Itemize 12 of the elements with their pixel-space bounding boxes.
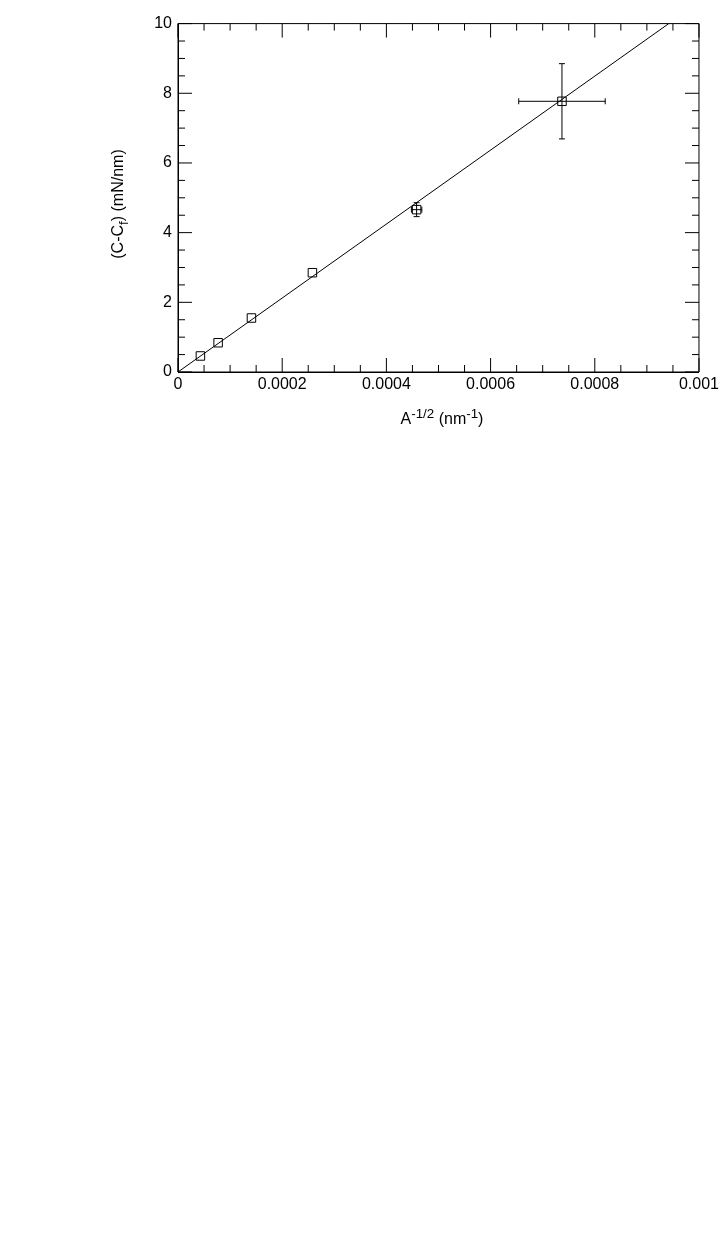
- y-tick-label: 6: [163, 153, 173, 171]
- y-tick-label: 4: [163, 223, 173, 241]
- x-axis-title: A$^{-1/2}$ (nm$^{-1}$): [400, 406, 484, 429]
- x-tick-label: 0.001: [678, 375, 720, 393]
- x-tick-label: 0.0008: [570, 375, 620, 393]
- y-tick-label: 8: [163, 83, 173, 101]
- y-tick-label: 2: [163, 292, 173, 310]
- y-tick-label: 0: [163, 362, 173, 380]
- x-tick-label: 0.0002: [257, 375, 307, 393]
- y-tick-label: 10: [154, 14, 173, 32]
- x-tick-label: 0.0006: [466, 375, 516, 393]
- x-tick-label: 0.0004: [361, 375, 411, 393]
